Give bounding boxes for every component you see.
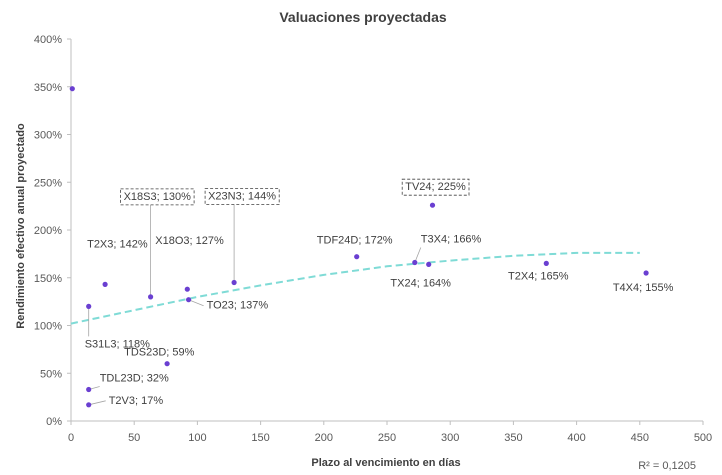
data-point: [102, 281, 108, 287]
data-point: [643, 270, 649, 276]
y-tick-label: 200%: [34, 225, 62, 237]
x-tick-label: 200: [315, 432, 333, 444]
chart-title: Valuaciones proyectadas: [279, 9, 447, 25]
data-label: T4X4; 155%: [613, 282, 674, 294]
data-point: [86, 303, 92, 309]
x-tick-label: 0: [68, 432, 74, 444]
data-label: X18O3; 127%: [155, 235, 224, 247]
data-label: TDL23D; 32%: [100, 373, 169, 385]
y-tick-label: 400%: [34, 34, 62, 46]
data-label: X23N3; 144%: [208, 191, 276, 203]
data-point: [412, 259, 418, 266]
data-label: TO23; 137%: [207, 300, 269, 312]
y-tick-label: 100%: [34, 321, 62, 333]
y-tick-label: 300%: [34, 130, 62, 142]
data-point: [426, 261, 432, 267]
data-label-box: [204, 188, 280, 205]
y-tick-label: 250%: [34, 177, 62, 189]
data-point: [86, 402, 92, 408]
data-label: TV24; 225%: [405, 181, 466, 193]
leader-line: [414, 247, 422, 263]
x-tick-label: 50: [128, 432, 140, 444]
y-tick-label: 350%: [34, 82, 62, 94]
data-point: [69, 86, 75, 92]
data-label: X18S3; 130%: [124, 191, 191, 203]
data-point: [354, 254, 360, 260]
data-label: T2V3; 17%: [109, 395, 164, 407]
data-labels: S31L3; 118% T2X3; 142% X18S3; 130% X18O3; 1…: [85, 178, 674, 407]
x-tick-label: 250: [378, 432, 396, 444]
y-tick-label: 50%: [40, 368, 62, 380]
x-tick-label: 100: [188, 432, 206, 444]
data-label-box: [401, 178, 470, 196]
data-label-box: [120, 188, 195, 206]
x-tick-label: 400: [567, 432, 585, 444]
data-point: [164, 361, 170, 367]
data-point: [429, 202, 436, 208]
data-point: [184, 286, 190, 292]
data-point: [86, 386, 92, 393]
leader-line: [188, 299, 204, 307]
data-label: T3X4; 166%: [421, 234, 482, 246]
data-point: [231, 279, 237, 286]
data-label: T2X3; 142%: [87, 238, 148, 250]
axes: 0 50 100 150 200 250 300 350 400 450 500 0% 50% 100% 1…: [34, 34, 712, 444]
x-tick-label: 300: [441, 432, 459, 444]
data-point: [148, 294, 154, 300]
leader-line: [88, 400, 106, 406]
x-tick-label: 450: [631, 432, 649, 444]
data-label: T2X4; 165%: [508, 270, 569, 282]
x-tick-label: 500: [694, 432, 712, 444]
y-tick-label: 150%: [34, 273, 62, 285]
trendline: [70, 251, 640, 325]
data-label: TDF24D; 172%: [317, 235, 393, 247]
data-point: [186, 297, 192, 303]
leader-lines: [88, 204, 422, 406]
x-axis-title: Plazo al vencimiento en días: [311, 457, 460, 469]
y-axis-title: Rendimiento efectivo anual proyectado: [15, 123, 27, 329]
data-label: S31L3; 118%: [85, 338, 150, 350]
x-tick-label: 350: [504, 432, 522, 444]
y-tick-label: 0%: [46, 416, 62, 428]
trendline-group: [70, 251, 640, 325]
data-points: [69, 86, 649, 408]
data-label: TX24; 164%: [390, 277, 451, 289]
r-squared-label: R² = 0,1205: [638, 460, 696, 472]
data-label: TDS23D; 59%: [124, 347, 195, 359]
x-tick-label: 150: [251, 432, 269, 444]
data-point: [543, 260, 549, 266]
